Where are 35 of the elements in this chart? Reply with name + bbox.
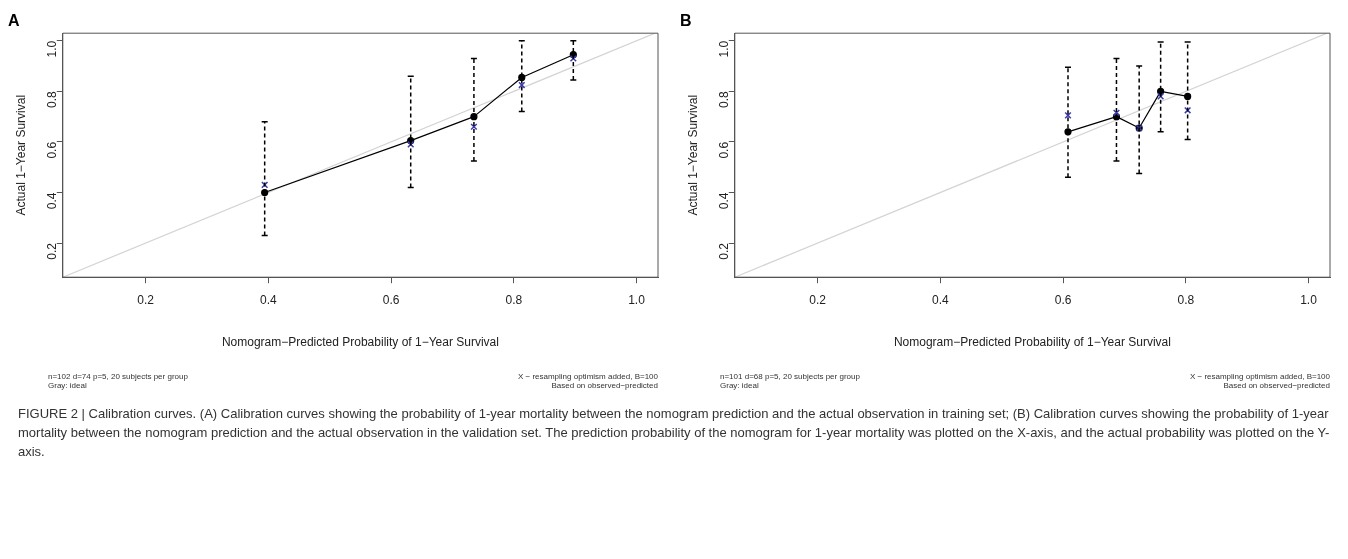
chart-title: A: [8, 12, 20, 30]
x-tick-label: 1.0: [1300, 292, 1318, 307]
caption: FIGURE 2 | Calibration curves. (A) Calibration curves showing the probability of 1-year mortality between the nomogram prediction and the actual observation in training set; (B) Calibration curves showing the probability of 1-year mortality between the nomogram prediction and the actual observation in the validation set. The prediction probability of the nomogram for 1-year mortality was plotted on the X-axis, and the actual probability was plotted on the Y-axis.: [17, 405, 1331, 461]
y-axis-title: Actual 1−Year Survival: [13, 94, 28, 216]
text: Gray: ideal: [720, 381, 760, 390]
y-tick-label: 0.2: [717, 242, 732, 260]
x-axis-title: Nomogram−Predicted Probability of 1−Year Survival: [893, 335, 1171, 350]
y-tick-label: 0.4: [717, 192, 732, 210]
x-tick-label: 0.2: [137, 292, 155, 307]
x-tick-label: 0.4: [260, 292, 278, 307]
x-tick-label: 0.6: [1054, 292, 1072, 307]
y-tick-label: 1.0: [717, 40, 732, 58]
chart-title: B: [680, 12, 692, 30]
x-tick-label: 1.0: [628, 292, 646, 307]
text: X − resampling optimism added, B=100: [517, 372, 658, 381]
text: X − resampling optimism added, B=100: [1189, 372, 1330, 381]
y-tick-label: 0.4: [45, 192, 60, 210]
y-tick-label: 0.2: [45, 242, 60, 260]
y-tick-label: 0.8: [717, 91, 732, 109]
text: Based on observed−predicted: [1222, 381, 1330, 390]
y-tick-label: 1.0: [45, 40, 60, 58]
text: Based on observed−predicted: [550, 381, 658, 390]
y-tick-label: 0.6: [717, 141, 732, 159]
text: Gray: ideal: [48, 381, 88, 390]
x-tick-label: 0.6: [382, 292, 400, 307]
x-tick-label: 0.2: [809, 292, 827, 307]
y-axis-title: Actual 1−Year Survival: [685, 94, 700, 216]
y-tick-label: 0.6: [45, 141, 60, 159]
x-tick-label: 0.8: [505, 292, 523, 307]
y-tick-label: 0.8: [45, 91, 60, 109]
text: n=101 d=68 p=5, 20 subjects per group: [720, 372, 860, 381]
x-tick-label: 0.8: [1177, 292, 1195, 307]
text: n=102 d=74 p=5, 20 subjects per group: [48, 372, 188, 381]
x-axis-title: Nomogram−Predicted Probability of 1−Year Survival: [221, 335, 499, 350]
x-tick-label: 0.4: [932, 292, 950, 307]
